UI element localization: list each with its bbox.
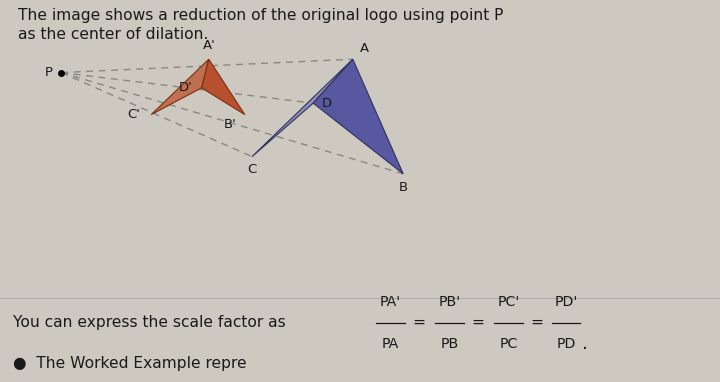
Text: A': A' — [202, 39, 215, 52]
Text: B: B — [399, 181, 408, 194]
Text: =: = — [472, 315, 485, 330]
Text: =: = — [530, 315, 543, 330]
Text: PD: PD — [557, 337, 575, 351]
Text: PB': PB' — [438, 295, 460, 309]
Text: D': D' — [179, 81, 193, 94]
Polygon shape — [202, 59, 245, 115]
Text: The image shows a reduction of the original logo using point P: The image shows a reduction of the origi… — [18, 8, 503, 23]
Polygon shape — [313, 59, 403, 174]
Text: PA: PA — [382, 337, 399, 351]
Text: =: = — [413, 315, 426, 330]
Text: PB: PB — [440, 337, 459, 351]
Text: D: D — [322, 97, 332, 110]
Text: ●  The Worked Example repre: ● The Worked Example repre — [13, 356, 246, 371]
Text: You can express the scale factor as: You can express the scale factor as — [13, 315, 286, 330]
Polygon shape — [252, 59, 353, 157]
Text: P: P — [45, 66, 53, 79]
Text: B': B' — [223, 118, 236, 131]
Text: C': C' — [127, 108, 140, 121]
Text: as the center of dilation.: as the center of dilation. — [18, 27, 208, 42]
Text: A: A — [360, 42, 369, 55]
Text: PC': PC' — [498, 295, 519, 309]
Text: .: . — [582, 335, 588, 353]
Text: PA': PA' — [379, 295, 401, 309]
Text: C: C — [248, 163, 256, 176]
Text: PD': PD' — [554, 295, 577, 309]
Text: PC: PC — [499, 337, 518, 351]
Polygon shape — [151, 59, 209, 115]
